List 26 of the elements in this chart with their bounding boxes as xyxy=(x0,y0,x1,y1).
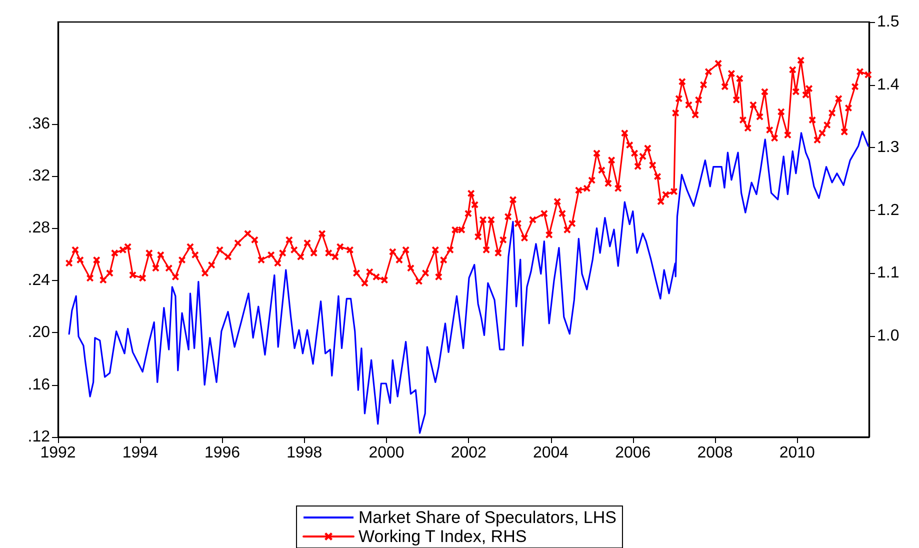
x-tick-label: 2002 xyxy=(450,444,487,462)
x-tick-label: 1992 xyxy=(40,444,76,462)
y-tick-label: .12 xyxy=(28,428,50,446)
x-tick-label: 2004 xyxy=(532,444,569,462)
y2-tick-label: 1.2 xyxy=(877,202,900,219)
y2-tick-label: 1.0 xyxy=(877,327,900,344)
y-tick-label: .24 xyxy=(28,272,50,289)
y-tick-label: .20 xyxy=(28,324,50,342)
line-series xyxy=(68,130,869,434)
y-tick-label: .32 xyxy=(28,167,50,184)
y-tick-label: .28 xyxy=(28,220,50,237)
y2-tick-label: 1.3 xyxy=(877,139,900,156)
y2-tick-label: 1.4 xyxy=(877,76,900,94)
x-tick-label: 1998 xyxy=(286,444,322,462)
legend-label: Market Share of Speculators, LHS xyxy=(358,508,616,527)
x-tick-label: 2008 xyxy=(697,444,733,462)
x-tick-label: 1994 xyxy=(122,444,158,462)
y2-tick-label: 1.1 xyxy=(877,264,900,282)
y2-tick-label: 1.5 xyxy=(877,14,900,30)
y-tick-label: .36 xyxy=(28,115,50,132)
x-tick-label: 2000 xyxy=(368,444,404,462)
y-tick-label: .16 xyxy=(28,376,50,394)
x-tick-label: 1996 xyxy=(204,444,240,462)
legend-label: Working T Index, RHS xyxy=(358,527,527,546)
x-tick-label: 2006 xyxy=(615,444,651,462)
x-tick-label: 2010 xyxy=(779,444,816,462)
